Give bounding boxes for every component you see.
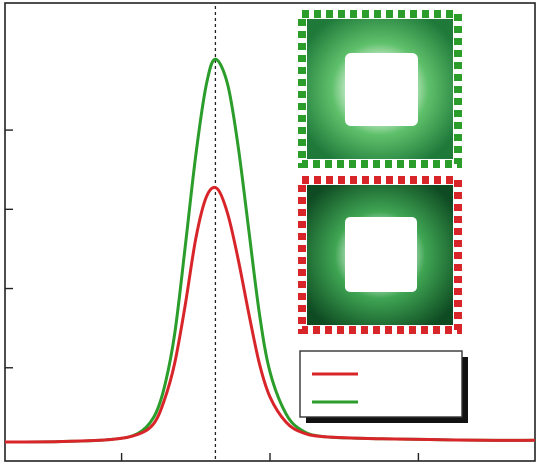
inset-red-square	[298, 176, 462, 334]
inset-red-core	[345, 217, 417, 292]
legend	[299, 350, 468, 423]
inset-green-frame	[298, 10, 462, 168]
inset-green-square	[298, 10, 462, 168]
inset-red-frame	[298, 176, 462, 334]
legend-box	[299, 350, 463, 418]
axis-ticks	[5, 129, 420, 461]
inset-green-core	[345, 53, 418, 126]
series-layer	[4, 57, 536, 444]
series-line-1	[4, 185, 536, 444]
